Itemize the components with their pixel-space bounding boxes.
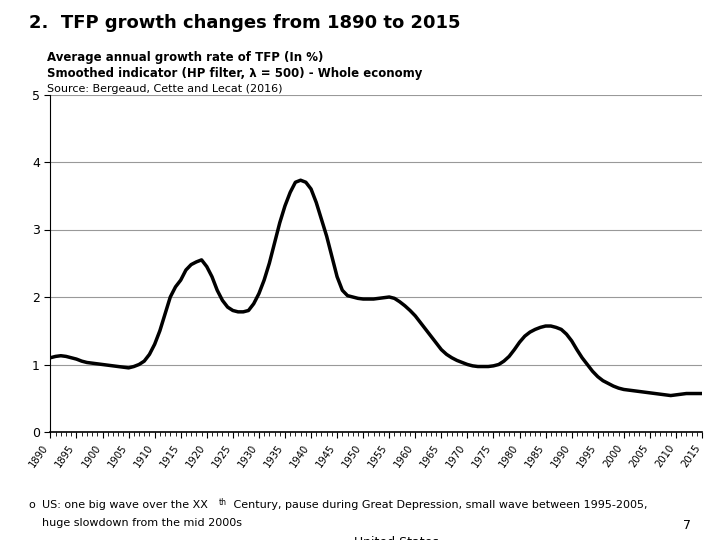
Text: Average annual growth rate of TFP (In %): Average annual growth rate of TFP (In %) — [47, 51, 323, 64]
Legend: United States: United States — [308, 531, 444, 540]
Text: US: one big wave over the XX: US: one big wave over the XX — [42, 500, 207, 510]
Text: Century, pause during Great Depression, small wave between 1995-2005,: Century, pause during Great Depression, … — [230, 500, 648, 510]
Text: Smoothed indicator (HP filter, λ = 500) - Whole economy: Smoothed indicator (HP filter, λ = 500) … — [47, 68, 422, 80]
Text: huge slowdown from the mid 2000s: huge slowdown from the mid 2000s — [42, 518, 242, 529]
Text: 2.  TFP growth changes from 1890 to 2015: 2. TFP growth changes from 1890 to 2015 — [29, 14, 460, 31]
Text: th: th — [219, 498, 227, 507]
Text: Source: Bergeaud, Cette and Lecat (2016): Source: Bergeaud, Cette and Lecat (2016) — [47, 84, 282, 94]
Text: o: o — [29, 500, 35, 510]
Text: 7: 7 — [683, 519, 691, 532]
